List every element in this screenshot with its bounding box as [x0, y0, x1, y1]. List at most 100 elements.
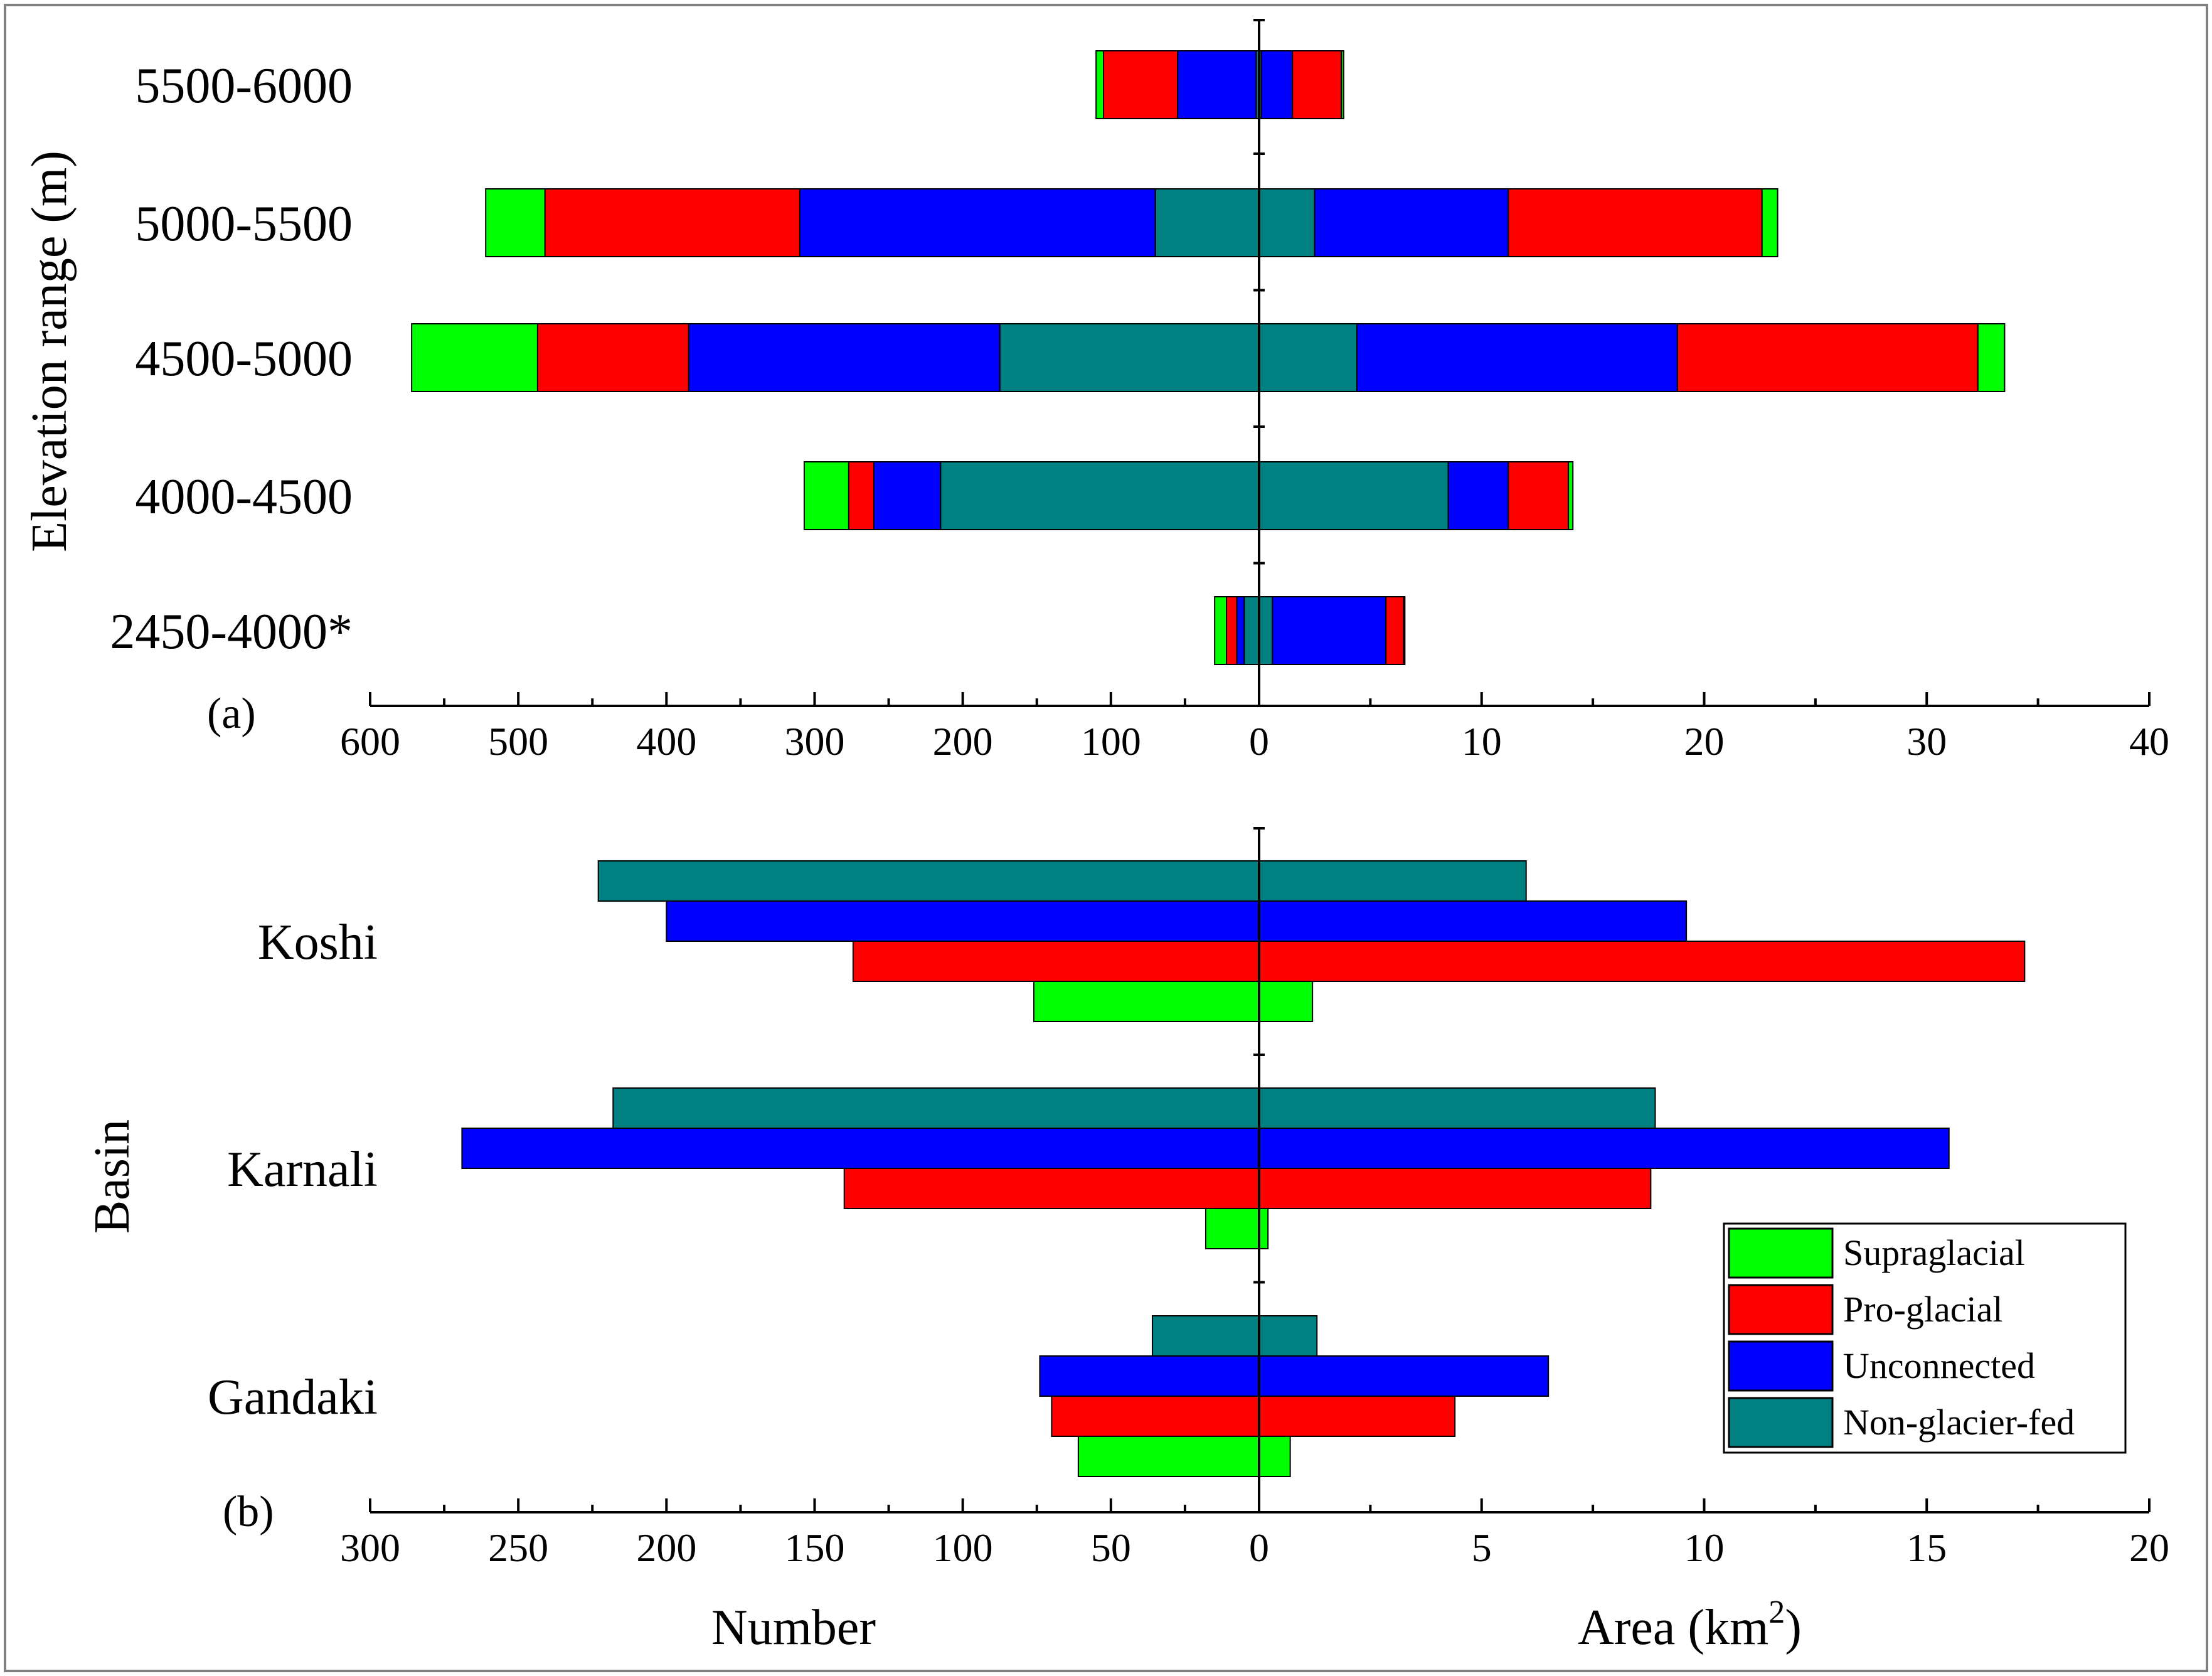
- legend-swatch-non-glacier-fed: [1728, 1397, 1834, 1448]
- panel-a-bar-area-supraglacial-5500-6000: [1341, 50, 1344, 119]
- legend: Supraglacial Pro-glacial Unconnected Non-gl…: [1723, 1222, 2127, 1454]
- panel-b-bar-area-non-glacier-fed-gandaki: [1258, 1315, 1318, 1357]
- panel-a-bar-number-pro-glacial-5500-6000: [1103, 50, 1179, 119]
- panel-b-bar-number-pro-glacial-koshi: [852, 941, 1260, 982]
- panel-b-bar-area-pro-glacial-gandaki: [1258, 1396, 1456, 1437]
- panel-a-left-tick-label: 100: [1081, 719, 1141, 764]
- panel-b-left-tick-label: 250: [488, 1525, 548, 1570]
- panel-b-bar-number-pro-glacial-gandaki: [1051, 1396, 1260, 1437]
- panel-b-left-tick-label: 0: [1249, 1525, 1269, 1570]
- panel-a-left-tick-label: 500: [488, 719, 548, 764]
- panel-a-bar-number-pro-glacial-4000-4500: [848, 461, 875, 530]
- panel-b-bar-area-unconnected-koshi: [1258, 900, 1688, 942]
- panel-b-right-tick-label: 5: [1472, 1525, 1492, 1570]
- panel-b-bar-number-unconnected-koshi: [666, 900, 1260, 942]
- legend-label-unconnected: Unconnected: [1843, 1345, 2035, 1386]
- panel-a-bar-number-unconnected-5500-6000: [1177, 50, 1257, 119]
- panel-b-right-tick-label: 10: [1684, 1525, 1725, 1570]
- panel-a-left-tick-label: 400: [636, 719, 696, 764]
- panel-b-category-label-koshi: Koshi: [258, 915, 378, 970]
- panel-b: Koshi Karnali Gandaki 300 250 200 150 100 50 0 5 10…: [208, 827, 2169, 1570]
- legend-swatch-supraglacial: [1728, 1227, 1834, 1279]
- panel-a-bar-area-supraglacial-5000-5500: [1761, 188, 1779, 257]
- panel-a-left-tick-label: 200: [933, 719, 993, 764]
- panel-b-right-tick-label: 15: [1906, 1525, 1947, 1570]
- panel-a-left-tick-label: 600: [340, 719, 400, 764]
- panel-a: 5500-6000 5000-5500 4500-5000 4000-4500 2450…: [110, 19, 2169, 764]
- legend-label-pro-glacial: Pro-glacial: [1843, 1289, 2002, 1330]
- panel-a-right-tick-label: 40: [2129, 719, 2169, 764]
- panel-a-left-tick-label: 300: [785, 719, 845, 764]
- panel-b-bar-area-non-glacier-fed-karnali: [1258, 1087, 1656, 1129]
- panel-b-bar-area-pro-glacial-karnali: [1258, 1168, 1652, 1209]
- panel-b-left-tick-label: 50: [1091, 1525, 1131, 1570]
- panel-b-bar-number-unconnected-karnali: [461, 1128, 1260, 1169]
- legend-label-supraglacial: Supraglacial: [1843, 1232, 2025, 1273]
- panel-a-bar-area-unconnected-4000-4500: [1447, 461, 1509, 530]
- panel-a-bar-area-supraglacial-4000-4500: [1568, 461, 1574, 530]
- area-axis-title-close: ): [1785, 1600, 1802, 1655]
- panel-b-ylabel: Basin: [85, 1119, 140, 1234]
- panel-b-bar-area-non-glacier-fed-koshi: [1258, 860, 1527, 902]
- number-axis-title: Number: [711, 1600, 876, 1655]
- panel-b-bar-number-supraglacial-gandaki: [1077, 1436, 1260, 1477]
- panel-b-bar-number-non-glacier-fed-koshi: [597, 860, 1260, 902]
- legend-swatch-unconnected: [1728, 1340, 1834, 1392]
- panel-a-bar-number-non-glacier-fed-2450-4000: [1243, 596, 1260, 665]
- panel-b-category-label-karnali: Karnali: [227, 1142, 378, 1197]
- panel-b-bar-number-non-glacier-fed-gandaki: [1151, 1315, 1260, 1357]
- panel-a-bar-area-unconnected-5500-6000: [1260, 50, 1294, 119]
- panel-a-right-tick-label: 30: [1906, 719, 1947, 764]
- panel-a-bar-number-supraglacial-5000-5500: [485, 188, 546, 257]
- panel-a-bar-area-supraglacial-2450-4000: [1403, 596, 1406, 665]
- panel-a-bar-area-pro-glacial-4500-5000: [1676, 323, 1979, 392]
- panel-b-bar-area-unconnected-gandaki: [1258, 1355, 1550, 1397]
- panel-b-tag: (b): [223, 1488, 274, 1536]
- panel-a-bar-number-non-glacier-fed-5000-5500: [1154, 188, 1260, 257]
- panel-a-bar-area-pro-glacial-5000-5500: [1507, 188, 1763, 257]
- panel-a-bar-area-pro-glacial-2450-4000: [1385, 596, 1405, 665]
- panel-a-category-label-5500-6000: 5500-6000: [135, 58, 353, 114]
- panel-a-left-tick-label: 0: [1249, 719, 1269, 764]
- panel-b-bar-area-supraglacial-koshi: [1258, 981, 1314, 1022]
- panel-b-left-tick-label: 150: [785, 1525, 845, 1570]
- panel-a-right-tick-label: 10: [1462, 719, 1502, 764]
- panel-b-left-tick-label: 100: [933, 1525, 993, 1570]
- panel-b-bar-number-pro-glacial-karnali: [843, 1168, 1260, 1209]
- panel-a-bar-area-pro-glacial-4000-4500: [1507, 461, 1570, 530]
- area-axis-title-superscript: 2: [1768, 1594, 1785, 1630]
- panel-a-category-label-4000-4500: 4000-4500: [135, 469, 353, 525]
- panel-a-bar-number-pro-glacial-4500-5000: [536, 323, 689, 392]
- panel-a-category-label-5000-5500: 5000-5500: [135, 196, 353, 252]
- panel-a-bar-area-unconnected-4500-5000: [1356, 323, 1678, 392]
- panel-a-bar-number-unconnected-4500-5000: [688, 323, 1001, 392]
- panel-b-bar-number-unconnected-gandaki: [1039, 1355, 1260, 1397]
- panel-b-right-tick-label: 20: [2129, 1525, 2169, 1570]
- panel-b-left-tick-label: 300: [340, 1525, 400, 1570]
- panel-a-bar-number-supraglacial-4500-5000: [411, 323, 538, 392]
- panel-a-bar-area-unconnected-5000-5500: [1314, 188, 1509, 257]
- panel-a-bar-number-unconnected-5000-5500: [799, 188, 1156, 257]
- panel-a-category-label-2450-4000: 2450-4000*: [110, 604, 353, 659]
- panel-b-bar-area-pro-glacial-koshi: [1258, 941, 2026, 982]
- panel-b-left-tick-label: 200: [636, 1525, 696, 1570]
- area-axis-title-main: Area (km: [1578, 1600, 1768, 1655]
- panel-b-bar-number-supraglacial-koshi: [1033, 981, 1260, 1022]
- panel-a-bar-area-non-glacier-fed-5000-5500: [1258, 188, 1316, 257]
- panel-a-bar-area-pro-glacial-5500-6000: [1292, 50, 1343, 119]
- panel-a-bar-area-unconnected-2450-4000: [1272, 596, 1387, 665]
- panel-a-category-label-4500-5000: 4500-5000: [135, 331, 353, 387]
- panel-a-bar-area-non-glacier-fed-4000-4500: [1258, 461, 1449, 530]
- panel-a-bar-number-pro-glacial-2450-4000: [1226, 596, 1238, 665]
- panel-a-bar-area-non-glacier-fed-2450-4000: [1258, 596, 1273, 665]
- panel-a-bar-number-unconnected-2450-4000: [1236, 596, 1245, 665]
- panel-b-category-label-gandaki: Gandaki: [208, 1370, 378, 1425]
- panel-a-tag: (a): [207, 690, 256, 738]
- panel-b-bar-area-supraglacial-karnali: [1258, 1208, 1269, 1249]
- panel-a-bar-number-non-glacier-fed-4000-4500: [940, 461, 1260, 530]
- panel-a-bar-number-unconnected-4000-4500: [873, 461, 942, 530]
- panel-a-bar-area-non-glacier-fed-4500-5000: [1258, 323, 1358, 392]
- panel-a-ylabel: Elevation range (m): [22, 151, 77, 552]
- panel-a-bar-area-supraglacial-4500-5000: [1977, 323, 2006, 392]
